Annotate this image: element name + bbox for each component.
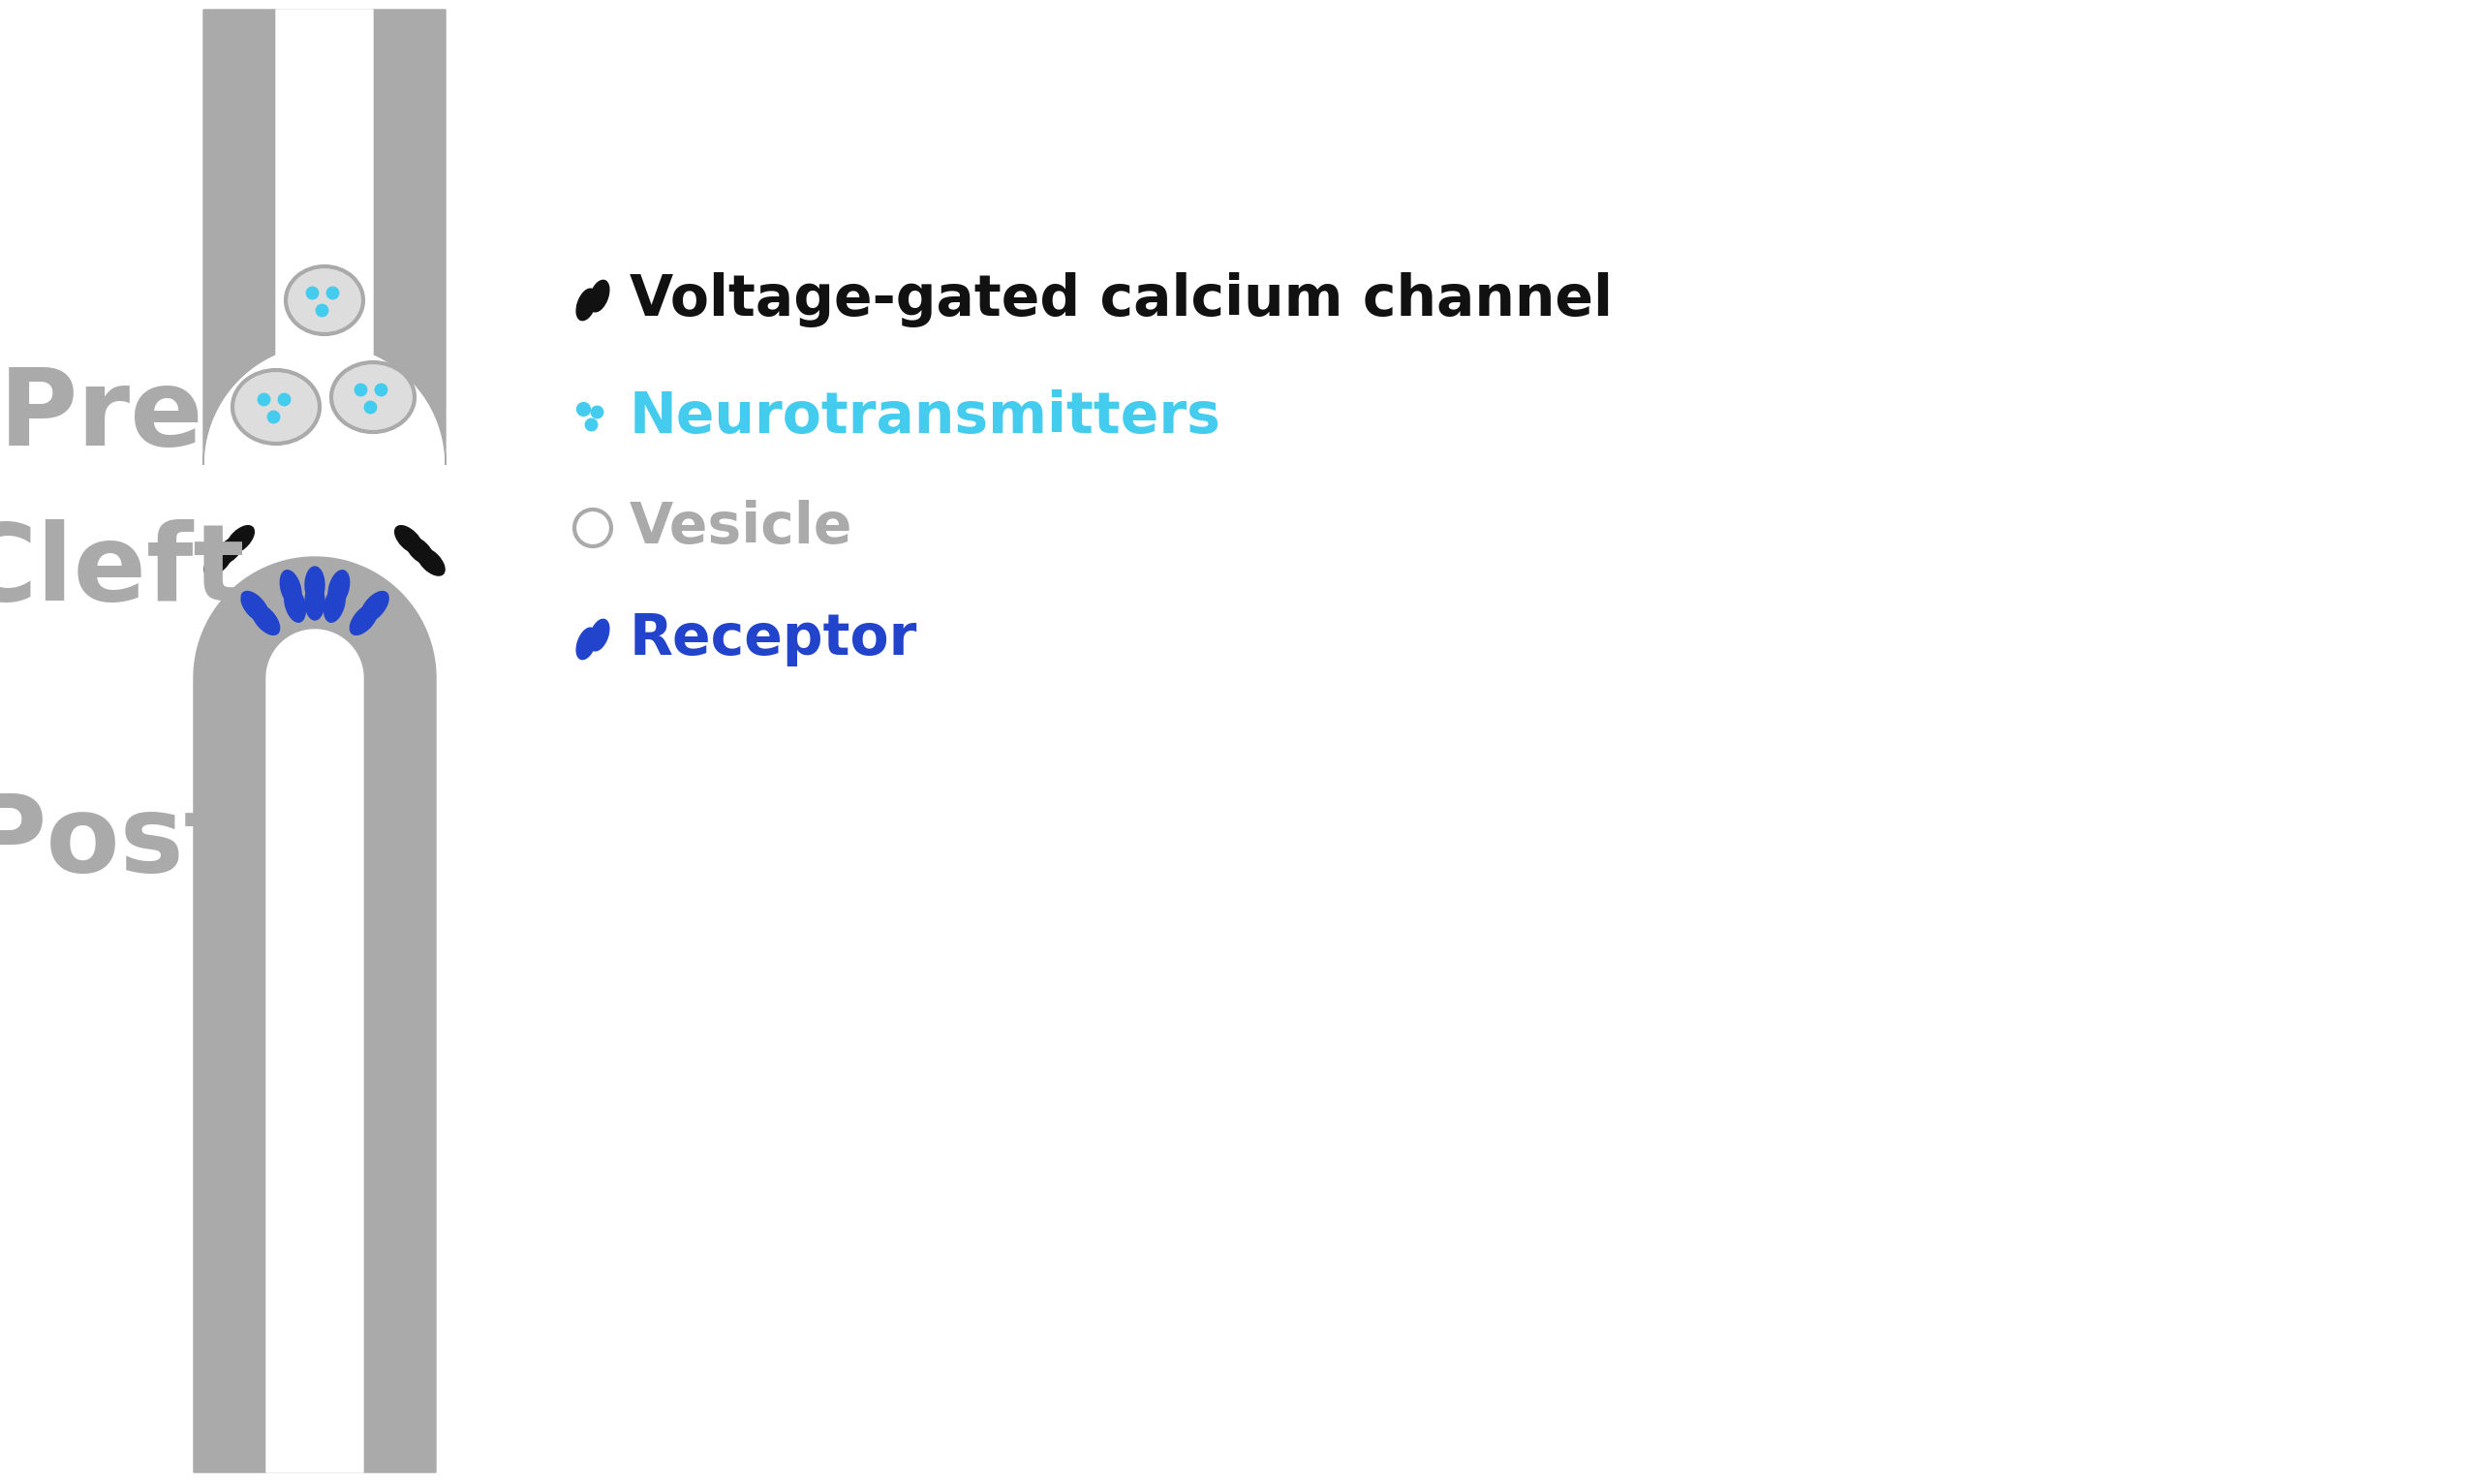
Ellipse shape — [227, 525, 254, 554]
Ellipse shape — [281, 570, 301, 605]
Ellipse shape — [590, 619, 610, 651]
Ellipse shape — [306, 567, 323, 604]
Ellipse shape — [590, 280, 610, 312]
Ellipse shape — [417, 548, 444, 576]
Ellipse shape — [350, 604, 378, 635]
Ellipse shape — [578, 289, 597, 321]
Ellipse shape — [578, 628, 597, 659]
Ellipse shape — [323, 586, 346, 622]
Text: Post: Post — [0, 791, 237, 895]
Ellipse shape — [395, 525, 422, 554]
Polygon shape — [276, 10, 373, 464]
Ellipse shape — [331, 362, 415, 432]
Text: Pre: Pre — [0, 365, 205, 469]
Text: Vesicle: Vesicle — [629, 500, 854, 555]
Polygon shape — [193, 556, 437, 1472]
Ellipse shape — [286, 267, 363, 334]
Ellipse shape — [360, 592, 387, 622]
Polygon shape — [267, 629, 363, 1472]
Text: Neurotransmitters: Neurotransmitters — [629, 389, 1222, 444]
Text: Cleft: Cleft — [0, 519, 244, 623]
Ellipse shape — [306, 583, 323, 620]
Ellipse shape — [252, 604, 279, 635]
Text: Receptor: Receptor — [629, 611, 918, 666]
Polygon shape — [202, 10, 447, 464]
Ellipse shape — [284, 586, 306, 622]
Ellipse shape — [215, 537, 244, 564]
Ellipse shape — [242, 592, 269, 622]
Ellipse shape — [205, 548, 232, 576]
Ellipse shape — [232, 370, 321, 444]
Ellipse shape — [328, 570, 350, 605]
Text: Voltage-gated calcium channel: Voltage-gated calcium channel — [629, 273, 1612, 328]
Ellipse shape — [405, 537, 434, 564]
